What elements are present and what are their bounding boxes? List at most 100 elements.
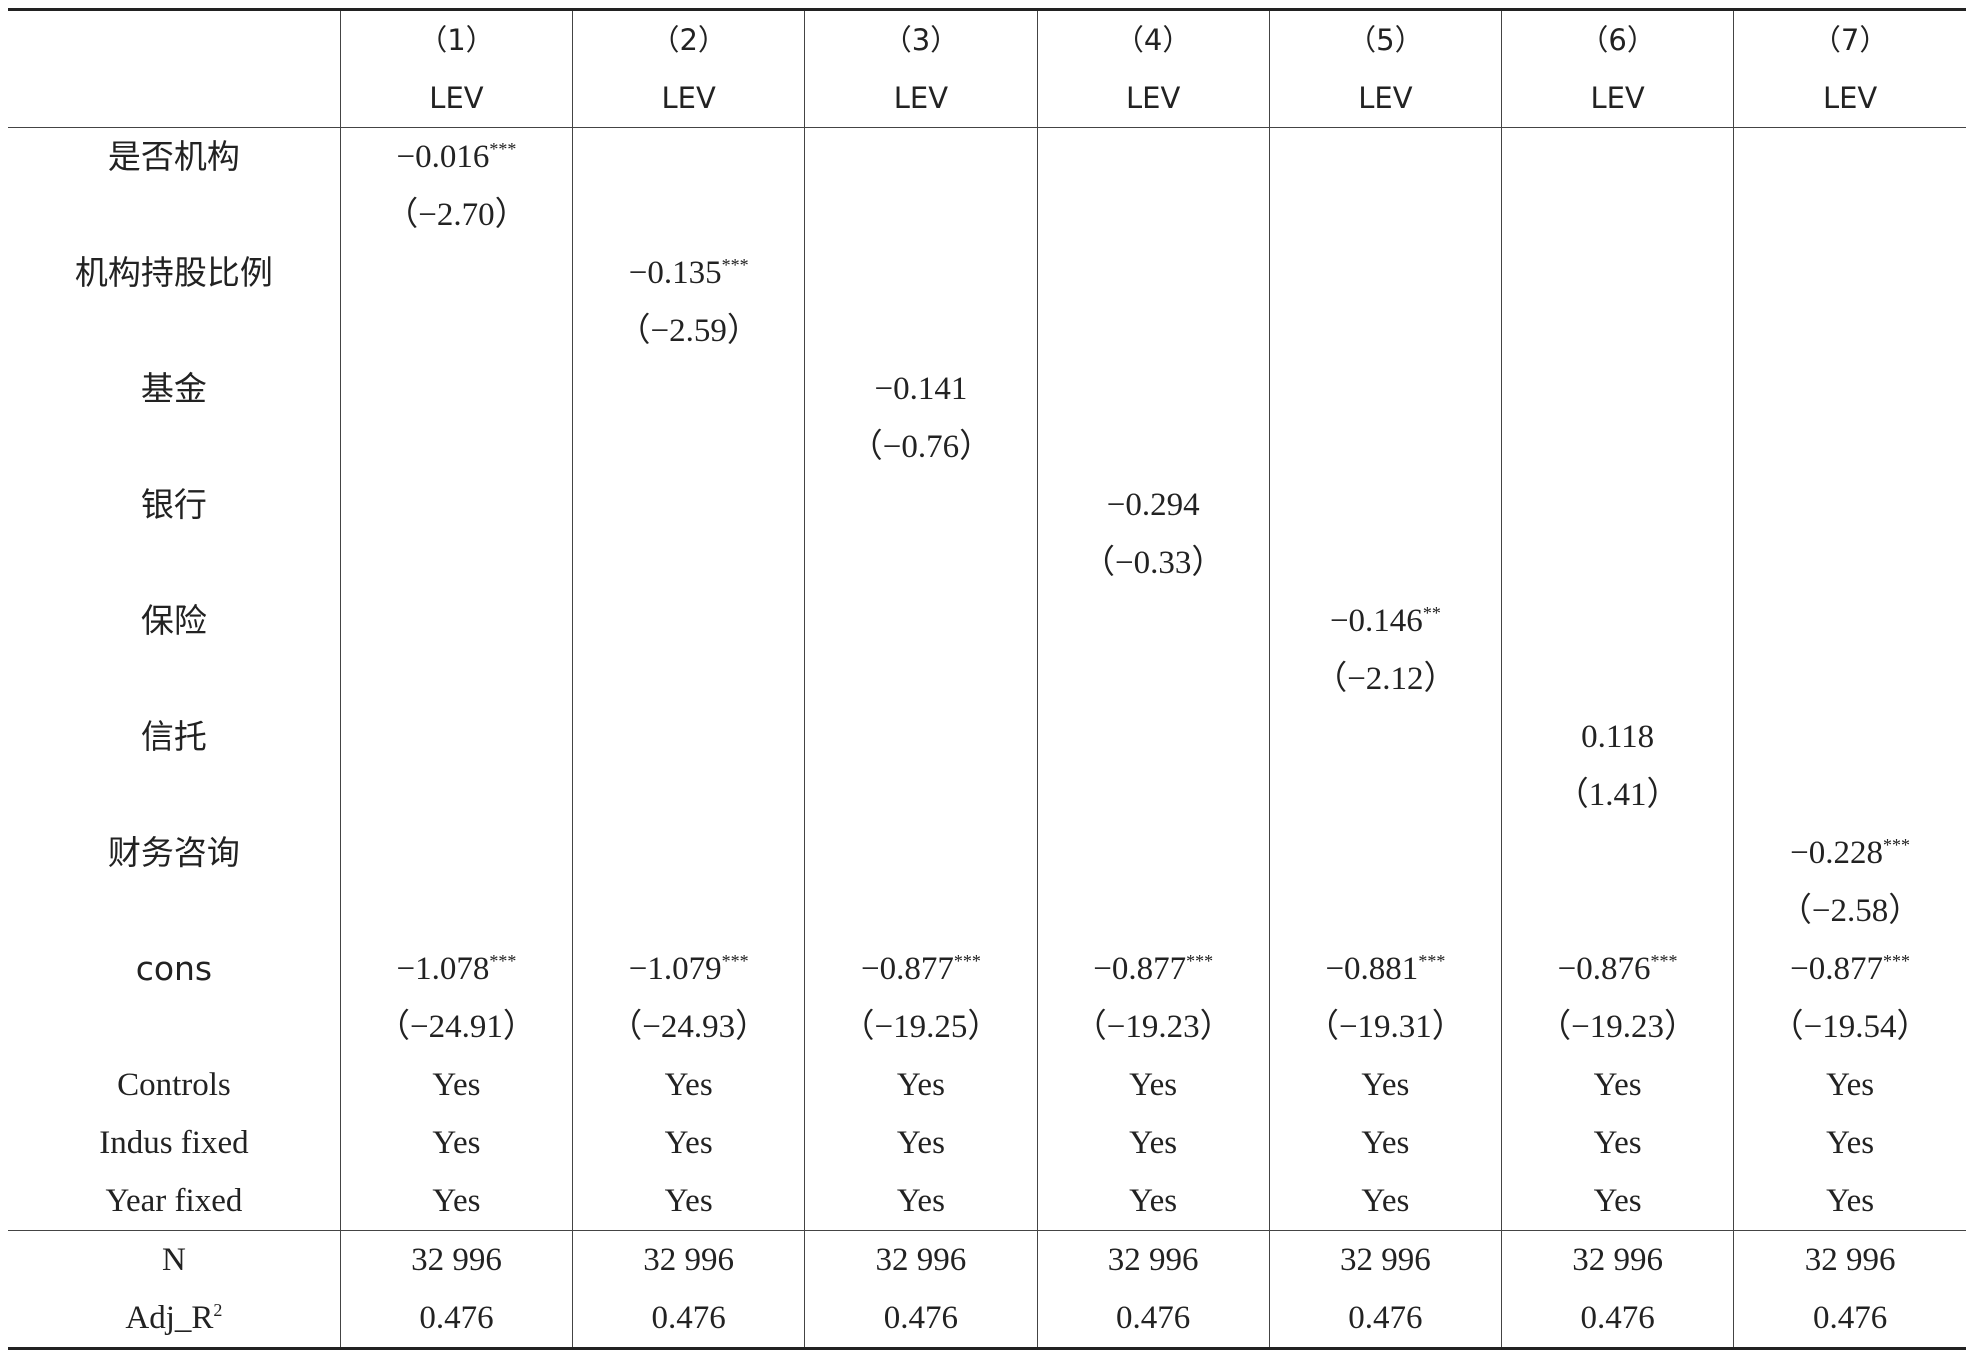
row-label: 保险 [140, 601, 207, 640]
row-label: 机构持股比例 [74, 253, 273, 292]
t-stat-cell [339, 766, 573, 824]
t-stat-cell [804, 882, 1038, 940]
t-stat-cell [1500, 534, 1734, 592]
coefficient-cell [1036, 592, 1270, 650]
stat-cell: 32 996 [1036, 1230, 1270, 1289]
control-cell: Yes [1500, 1172, 1734, 1231]
coefficient-cell [1733, 244, 1966, 302]
stat-cell: 32 996 [1733, 1230, 1966, 1289]
coefficient-cell: −0.294 [1036, 476, 1270, 534]
t-stat-cell [339, 882, 573, 940]
control-cell: Yes [1268, 1056, 1502, 1114]
row-label-blank [8, 534, 340, 592]
header-row-numbers: （1） （2） （3） （4） （5） （6） （7） [8, 8, 1966, 69]
control-row: Controls Yes Yes Yes Yes Yes Yes Yes [8, 1056, 1966, 1114]
row-label: 是否机构 [107, 137, 240, 176]
control-cell: Yes [1500, 1056, 1734, 1114]
stat-cell: 0.476 [1733, 1289, 1966, 1350]
column-number: （4） [1036, 8, 1270, 69]
coefficient-value: −0.016 [396, 139, 490, 175]
t-stat-cell [1268, 302, 1502, 360]
coefficient-value: −1.079 [628, 951, 722, 987]
row-label: Year fixed [105, 1183, 243, 1219]
coefficient-cell [1268, 127, 1502, 186]
column-dependent-variable: LEV [804, 69, 1038, 128]
t-stat-row: （−2.58） [8, 882, 1966, 940]
coefficient-cell [339, 708, 573, 766]
column-dependent-variable: LEV [1036, 69, 1270, 128]
t-stat-cell [1500, 650, 1734, 708]
stat-cell: 32 996 [572, 1230, 805, 1289]
t-stat-cell [1036, 418, 1270, 476]
row-label-blank [8, 302, 340, 360]
stat-cell: 32 996 [339, 1230, 573, 1289]
header-corner [8, 69, 341, 128]
control-cell: Yes [1036, 1172, 1270, 1231]
coefficient-value: −0.881 [1325, 951, 1419, 987]
t-stat-row: （−2.70） [8, 186, 1966, 244]
coefficient-value: −1.078 [396, 951, 490, 987]
t-stat-cell: （−2.59） [572, 302, 805, 360]
coefficient-cell [1268, 244, 1502, 302]
stat-row: N 32 996 32 996 32 996 32 996 32 996 32 996 32 … [8, 1230, 1966, 1289]
coefficient-cell [1036, 244, 1270, 302]
column-number: （6） [1500, 8, 1734, 69]
regression-table: （1） （2） （3） （4） （5） （6） （7） LEV LEV LEV LEV LEV LEV L… [8, 8, 1966, 1350]
coefficient-value: −0.877 [1093, 951, 1187, 987]
stat-label: Adj_R [125, 1300, 214, 1336]
coefficient-row: 机构持股比例 −0.135*** [8, 244, 1966, 302]
coefficient-cell: −0.877*** [1733, 940, 1966, 998]
stat-cell: 0.476 [572, 1289, 805, 1350]
coefficient-cell: −0.876*** [1500, 940, 1734, 998]
coefficient-cell [339, 476, 573, 534]
coefficient-cell [1500, 824, 1734, 882]
column-number: （1） [339, 8, 573, 69]
coefficient-row: 基金 −0.141 [8, 360, 1966, 418]
coefficient-row: cons −1.078*** −1.079*** −0.877*** −0.877***… [8, 940, 1966, 998]
t-stat-cell: （−19.25） [804, 998, 1038, 1056]
coefficient-cell [804, 708, 1038, 766]
t-stat-cell [1036, 766, 1270, 824]
control-cell: Yes [1268, 1172, 1502, 1231]
t-stat-cell: （−19.23） [1036, 998, 1270, 1056]
column-number: （2） [572, 8, 805, 69]
coefficient-cell [572, 824, 805, 882]
control-cell: Yes [572, 1114, 805, 1172]
coefficient-cell: −0.881*** [1268, 940, 1502, 998]
coefficient-cell [1036, 127, 1270, 186]
control-cell: Yes [1733, 1056, 1966, 1114]
coefficient-cell: −0.877*** [804, 940, 1038, 998]
significance-stars: *** [1883, 951, 1911, 971]
t-stat-cell [339, 534, 573, 592]
t-stat-cell [1036, 882, 1270, 940]
coefficient-value: −0.146 [1329, 603, 1423, 639]
coefficient-cell [1500, 360, 1734, 418]
coefficient-cell [1500, 592, 1734, 650]
t-stat-cell [1733, 766, 1966, 824]
control-row: Year fixed Yes Yes Yes Yes Yes Yes Yes [8, 1172, 1966, 1231]
coefficient-cell [339, 592, 573, 650]
coefficient-value: −0.228 [1790, 835, 1884, 871]
coefficient-cell [1733, 127, 1966, 186]
column-number: （5） [1268, 8, 1502, 69]
control-cell: Yes [339, 1172, 573, 1231]
row-label-blank [8, 766, 340, 824]
coefficient-cell [804, 592, 1038, 650]
t-stat-row: （−0.76） [8, 418, 1966, 476]
control-cell: Yes [339, 1056, 573, 1114]
column-number: （3） [804, 8, 1038, 69]
coefficient-cell [1268, 824, 1502, 882]
row-label: Controls [117, 1067, 231, 1103]
t-stat-cell: （−19.31） [1268, 998, 1502, 1056]
coefficient-cell [339, 360, 573, 418]
t-stat-cell [572, 882, 805, 940]
coefficient-cell [572, 127, 805, 186]
control-cell: Yes [1268, 1114, 1502, 1172]
t-stat-cell [804, 186, 1038, 244]
t-stat-cell [1733, 418, 1966, 476]
significance-stars: *** [1650, 951, 1678, 971]
coefficient-cell [572, 708, 805, 766]
t-stat-cell [804, 534, 1038, 592]
coefficient-cell [572, 476, 805, 534]
t-stat-row: （−2.59） [8, 302, 1966, 360]
